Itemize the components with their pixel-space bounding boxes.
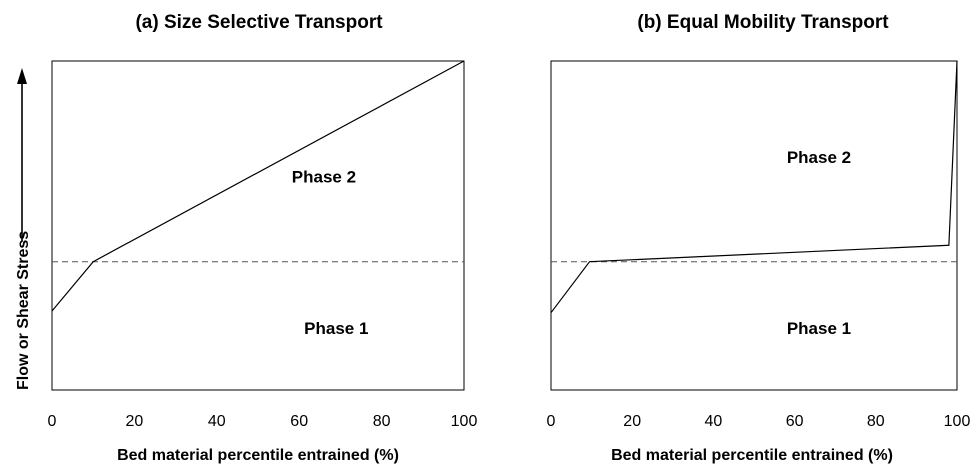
- x-tick-label: 60: [786, 413, 804, 430]
- series-line: [550, 60, 958, 314]
- chart-panel-equal-mobility: (b) Equal Mobility Transport 0 20 40 60 80 10…: [547, 12, 971, 464]
- series-line: [51, 60, 465, 312]
- x-axis-label: Bed material percentile entrained (%): [117, 447, 399, 464]
- x-tick-label: 20: [126, 413, 144, 430]
- x-tick-label: 80: [373, 413, 391, 430]
- x-tick-label: 40: [208, 413, 226, 430]
- x-tick-label: 40: [705, 413, 723, 430]
- y-axis-label: Flow or Shear Stress: [15, 231, 32, 390]
- chart-title: (b) Equal Mobility Transport: [637, 12, 889, 33]
- plot-frame: [51, 60, 465, 391]
- x-tick-labels: 0 20 40 60 80 100: [48, 413, 478, 430]
- plot-frame: [550, 60, 958, 391]
- x-tick-label: 60: [290, 413, 308, 430]
- x-tick-label: 80: [867, 413, 885, 430]
- phase-1-label: Phase 1: [304, 319, 368, 338]
- x-tick-label: 100: [944, 413, 971, 430]
- phase-1-label: Phase 1: [787, 319, 851, 338]
- chart-panel-size-selective: (a) Size Selective Transport 0 20 40 60 80 10…: [48, 12, 478, 464]
- x-tick-label: 0: [547, 413, 556, 430]
- chart-title: (a) Size Selective Transport: [135, 12, 383, 33]
- x-tick-label: 0: [48, 413, 57, 430]
- y-axis-arrow-head: [17, 68, 27, 84]
- phase-2-label: Phase 2: [292, 168, 356, 187]
- x-axis-label: Bed material percentile entrained (%): [611, 447, 893, 464]
- phase-2-label: Phase 2: [787, 148, 851, 167]
- y-axis-label-group: Flow or Shear Stress: [15, 68, 32, 390]
- x-tick-label: 100: [451, 413, 478, 430]
- x-tick-labels: 0 20 40 60 80 100: [547, 413, 971, 430]
- x-tick-label: 20: [623, 413, 641, 430]
